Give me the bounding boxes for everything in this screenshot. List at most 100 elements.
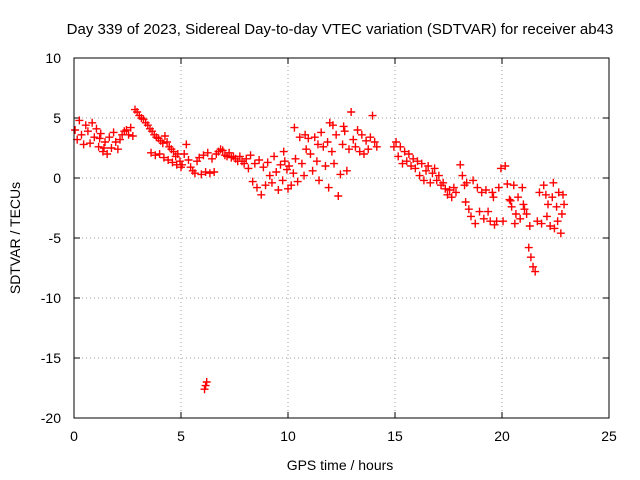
data-point	[552, 202, 561, 211]
data-point	[169, 147, 178, 156]
x-tick-label: 25	[601, 428, 617, 444]
data-point	[349, 135, 358, 144]
data-point	[99, 144, 108, 152]
data-point	[340, 127, 349, 136]
data-point	[124, 130, 133, 139]
data-point	[344, 145, 353, 154]
data-point	[539, 181, 548, 190]
data-point	[499, 217, 508, 226]
data-point	[402, 157, 411, 166]
data-point	[458, 171, 467, 180]
data-point	[557, 210, 566, 218]
data-point	[265, 171, 274, 180]
data-point	[503, 180, 512, 188]
data-point	[235, 152, 244, 161]
data-point	[323, 138, 332, 146]
data-point	[489, 193, 498, 202]
data-point	[510, 219, 519, 228]
data-point	[400, 147, 409, 156]
data-point	[529, 262, 538, 271]
data-point	[252, 183, 261, 192]
chart-title: Day 339 of 2023, Sidereal Day-to-day VTE…	[67, 21, 614, 38]
plot-frame	[73, 57, 610, 419]
data-point	[338, 140, 347, 149]
data-point	[190, 169, 199, 178]
data-point	[544, 200, 553, 209]
data-point	[419, 176, 428, 185]
x-tick-label: 5	[177, 428, 185, 444]
data-point	[535, 188, 544, 197]
data-point	[202, 378, 211, 386]
data-point	[293, 177, 302, 186]
data-point	[550, 224, 559, 233]
data-point	[549, 178, 558, 187]
data-point	[257, 190, 266, 199]
x-tick-label: 15	[387, 428, 403, 444]
data-point	[81, 121, 90, 130]
data-point	[505, 195, 514, 204]
data-point	[267, 178, 276, 187]
data-point	[319, 142, 328, 151]
data-point	[109, 128, 118, 137]
data-point	[284, 184, 292, 193]
data-point	[481, 186, 490, 194]
data-point	[342, 166, 351, 175]
data-point	[200, 385, 209, 394]
data-point	[289, 169, 298, 178]
data-point	[471, 219, 480, 228]
data-point	[255, 156, 264, 164]
data-point	[159, 153, 168, 162]
data-point	[522, 210, 531, 218]
data-point	[558, 190, 567, 199]
data-point	[466, 212, 475, 221]
data-point	[432, 176, 441, 185]
data-point	[308, 166, 317, 175]
data-point	[248, 177, 257, 186]
data-point	[259, 163, 268, 172]
data-point	[533, 217, 542, 226]
data-point	[301, 130, 310, 139]
data-point	[554, 188, 563, 197]
data-point	[116, 135, 125, 144]
data-point	[496, 164, 505, 173]
data-point	[240, 159, 249, 168]
data-point	[168, 158, 177, 167]
data-point	[339, 122, 348, 131]
data-point	[201, 168, 210, 176]
data-point	[394, 152, 403, 161]
data-point	[441, 184, 450, 193]
data-point	[177, 163, 185, 172]
data-point	[113, 145, 122, 154]
data-point	[297, 159, 306, 168]
data-point	[469, 176, 478, 185]
data-point	[537, 219, 546, 228]
data-point	[548, 193, 557, 202]
data-point	[392, 138, 401, 146]
data-point	[355, 147, 364, 156]
y-tick-label: -15	[41, 350, 61, 366]
data-point	[396, 142, 405, 151]
data-point	[553, 217, 562, 226]
data-point	[310, 133, 319, 142]
data-point	[295, 133, 304, 142]
data-point	[203, 148, 212, 157]
data-point	[312, 157, 321, 166]
x-tick-label: 10	[280, 428, 296, 444]
data-point	[415, 171, 424, 180]
data-point	[321, 162, 330, 170]
data-point	[556, 229, 565, 238]
data-point	[313, 140, 322, 149]
data-point	[426, 178, 435, 187]
data-point	[494, 183, 503, 192]
data-point	[347, 108, 356, 116]
data-point	[434, 171, 443, 180]
y-tick-label: -20	[41, 410, 61, 426]
data-point	[315, 176, 324, 185]
data-point	[451, 188, 460, 197]
data-point	[506, 196, 515, 205]
data-point	[218, 146, 227, 155]
data-point	[330, 159, 339, 168]
data-point	[195, 153, 204, 162]
data-point	[272, 168, 281, 176]
